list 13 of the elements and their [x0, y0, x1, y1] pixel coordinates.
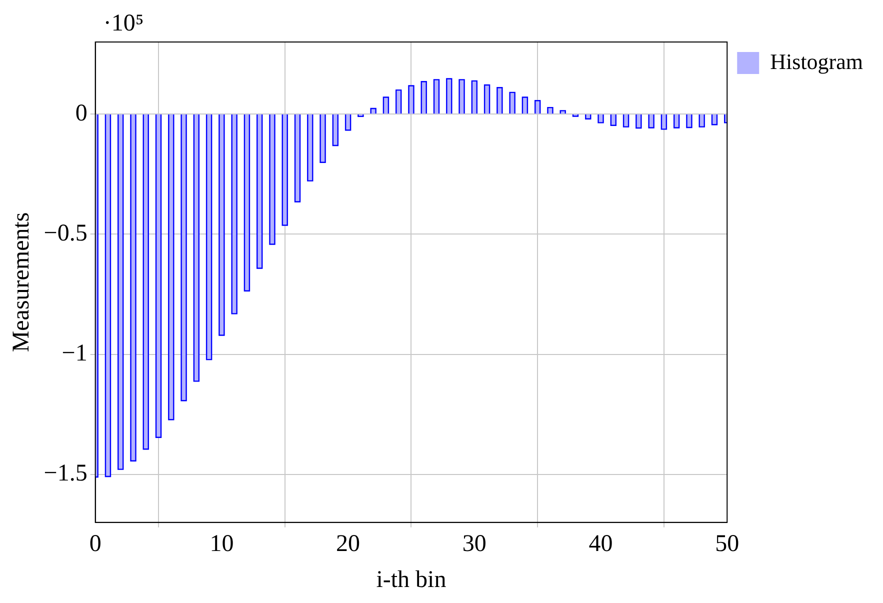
y-axis-title: Measurements	[8, 212, 35, 352]
x-tick-label: 30	[462, 531, 486, 558]
legend-label: Histogram	[770, 48, 864, 74]
text: ·10⁵	[103, 10, 144, 36]
y-tick-label: −1.5	[44, 460, 88, 487]
x-tick-label: 10	[210, 531, 234, 558]
y-tick-label: 0	[75, 100, 88, 126]
x-tick-label: 50	[715, 531, 740, 558]
x-tick-label: 40	[588, 531, 613, 558]
y-tick-label: −1	[62, 340, 88, 367]
x-axis-title: i-th bin	[376, 566, 446, 593]
y-tick-label: −0.5	[44, 220, 88, 246]
x-tick-label: 20	[336, 531, 360, 558]
